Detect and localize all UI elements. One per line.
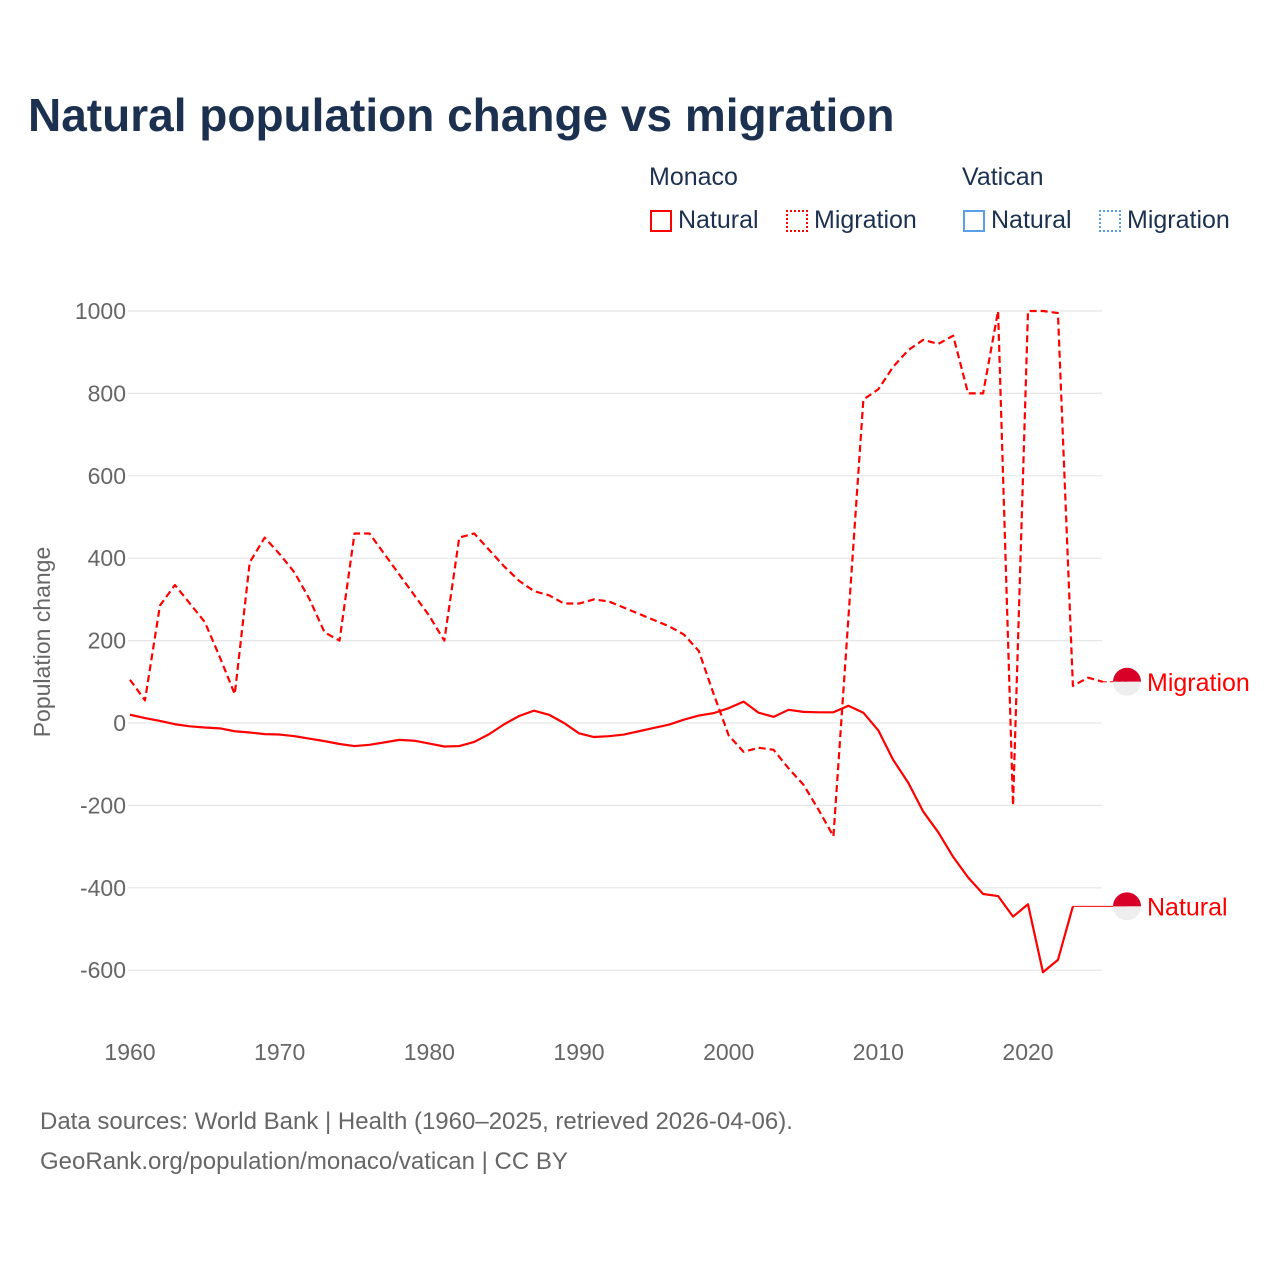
- legend-vatican-natural[interactable]: Natural: [963, 206, 1072, 235]
- legend-vatican-migration[interactable]: Migration: [1099, 206, 1230, 235]
- footer-sources: Data sources: World Bank | Health (1960–…: [40, 1108, 793, 1135]
- legend-label: Natural: [678, 206, 759, 234]
- x-tick-label: 2010: [853, 1039, 904, 1065]
- flag-white-half: [1113, 681, 1141, 696]
- y-tick-label: 1000: [75, 298, 126, 324]
- series-line-migration: [129, 309, 1104, 838]
- y-tick-label: -600: [80, 957, 126, 983]
- x-tick-label: 2020: [1002, 1039, 1053, 1065]
- x-tick-label: 1990: [553, 1039, 604, 1065]
- end-label-natural: Natural: [1147, 893, 1228, 921]
- flag-red-half: [1113, 892, 1141, 907]
- flag-red-half: [1113, 667, 1141, 682]
- y-axis-label: Population change: [29, 547, 55, 738]
- end-label-migration: Migration: [1147, 669, 1250, 697]
- flag-white-half: [1113, 906, 1141, 921]
- legend-monaco-natural[interactable]: Natural: [650, 206, 759, 235]
- legend-group-vatican: Vatican: [962, 163, 1044, 191]
- x-tick-label: 1960: [104, 1039, 155, 1065]
- y-tick-label: 800: [88, 380, 126, 406]
- legend-label: Migration: [814, 206, 917, 234]
- chart-title: Natural population change vs migration: [28, 89, 895, 141]
- legend-group-monaco: Monaco: [649, 163, 738, 191]
- monaco-flag-icon: [1113, 667, 1141, 696]
- monaco-flag-icon: [1113, 892, 1141, 921]
- y-tick-label: 400: [88, 545, 126, 571]
- footer-attribution: GeoRank.org/population/monaco/vatican | …: [40, 1148, 568, 1175]
- legend-label: Migration: [1127, 206, 1230, 234]
- legend-swatch-solid: [650, 209, 672, 232]
- legend-swatch-solid: [963, 209, 985, 232]
- legend-swatch-dotted: [786, 209, 808, 232]
- y-tick-label: 0: [113, 710, 126, 736]
- x-tick-label: 1970: [254, 1039, 305, 1065]
- y-tick-label: 600: [88, 463, 126, 489]
- legend-label: Natural: [991, 206, 1072, 234]
- x-tick-label: 2000: [703, 1039, 754, 1065]
- x-tick-label: 1980: [404, 1039, 455, 1065]
- legend-monaco-migration[interactable]: Migration: [786, 206, 917, 235]
- series-line-natural: [129, 700, 1074, 974]
- legend-swatch-dotted: [1099, 209, 1121, 232]
- y-tick-label: 200: [88, 628, 126, 654]
- y-tick-label: -400: [80, 875, 126, 901]
- y-tick-label: -200: [80, 792, 126, 818]
